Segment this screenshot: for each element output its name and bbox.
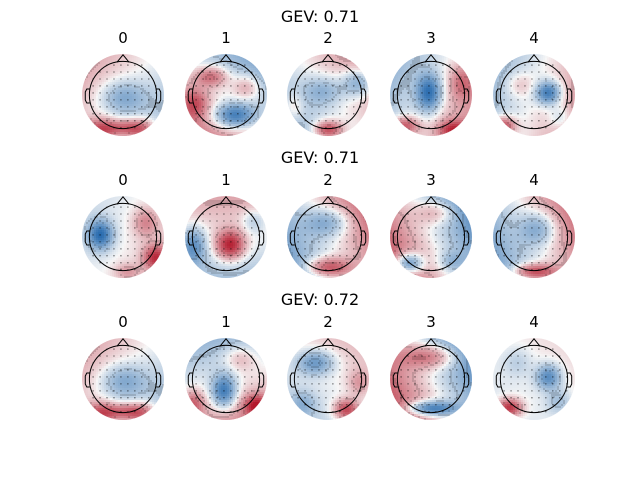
topomap <box>287 196 369 278</box>
topomap-label: 0 <box>83 314 163 330</box>
topomap-label: 1 <box>186 30 266 46</box>
head-outline <box>187 54 265 130</box>
head-outline <box>187 196 265 272</box>
topomap-field <box>390 54 472 136</box>
topomap <box>493 338 575 420</box>
topomap-field <box>185 54 267 136</box>
head-outline <box>495 54 573 130</box>
topomap-field <box>82 54 164 136</box>
topomap <box>185 54 267 136</box>
topomap-label: 2 <box>288 30 368 46</box>
topomap-field <box>185 338 267 420</box>
head-outline <box>495 338 573 414</box>
topomap-label: 4 <box>494 314 574 330</box>
topomap-label: 1 <box>186 172 266 188</box>
topomap <box>493 196 575 278</box>
topomap-field <box>390 338 472 420</box>
head-outline <box>495 196 573 272</box>
topomap-field <box>287 196 369 278</box>
topomap <box>82 338 164 420</box>
row-title: GEV: 0.71 <box>0 149 640 167</box>
head-outline <box>84 338 162 414</box>
topomap-label: 3 <box>391 172 471 188</box>
head-outline <box>392 338 470 414</box>
topomap-field <box>493 54 575 136</box>
topomap-label: 4 <box>494 30 574 46</box>
topomap-label: 2 <box>288 172 368 188</box>
topomap-label: 3 <box>391 30 471 46</box>
row-title: GEV: 0.71 <box>0 8 640 26</box>
head-outline <box>392 196 470 272</box>
topomap <box>390 196 472 278</box>
topomap-field <box>287 54 369 136</box>
topomap <box>390 54 472 136</box>
topomap <box>287 54 369 136</box>
topomap-label: 0 <box>83 30 163 46</box>
head-outline <box>289 196 367 272</box>
topomap <box>82 196 164 278</box>
topomap-label: 1 <box>186 314 266 330</box>
head-outline <box>84 196 162 272</box>
topomap-label: 0 <box>83 172 163 188</box>
row-title: GEV: 0.72 <box>0 291 640 309</box>
topomap-label: 2 <box>288 314 368 330</box>
topomap <box>493 54 575 136</box>
head-outline <box>84 54 162 130</box>
topomap <box>185 196 267 278</box>
topomap-field <box>390 196 472 278</box>
topomap <box>82 54 164 136</box>
topomap-field <box>82 196 164 278</box>
head-outline <box>392 54 470 130</box>
topomap <box>390 338 472 420</box>
topomap-label: 3 <box>391 314 471 330</box>
topomap-field <box>493 196 575 278</box>
topomap-field <box>82 338 164 420</box>
head-outline <box>187 338 265 414</box>
topomap <box>287 338 369 420</box>
head-outline <box>289 54 367 130</box>
topomap-field <box>287 338 369 420</box>
topomap <box>185 338 267 420</box>
head-outline <box>289 338 367 414</box>
topomap-field <box>185 196 267 278</box>
topomap-label: 4 <box>494 172 574 188</box>
topomap-field <box>493 338 575 420</box>
